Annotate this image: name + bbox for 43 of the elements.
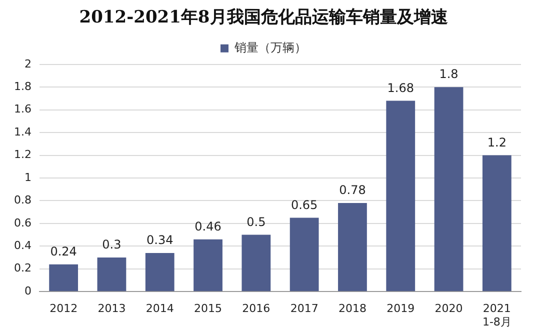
bar — [49, 264, 78, 292]
legend-label: 销量（万辆） — [234, 40, 306, 55]
x-tick-label: 2014 — [146, 302, 174, 316]
data-label: 1.68 — [387, 80, 414, 95]
y-tick-label: 0 — [24, 284, 32, 298]
bar — [338, 202, 367, 292]
y-tick-label: 0.8 — [14, 194, 32, 207]
x-tick-label: 2018 — [338, 302, 366, 316]
data-label: 1.8 — [439, 67, 458, 82]
x-tick-label: 2015 — [194, 302, 222, 316]
data-label: 0.34 — [146, 233, 174, 248]
bar — [434, 87, 464, 292]
chart-title: 2012-2021年8月我国危化品运输车销量及增速 — [79, 8, 448, 28]
y-tick-label: 2 — [24, 57, 32, 70]
y-tick-label: 1.2 — [14, 148, 32, 162]
x-tick-label: 2020 — [434, 302, 463, 316]
data-label: 0.46 — [194, 219, 222, 234]
y-tick-label: 0.6 — [14, 216, 32, 230]
y-tick-label: 1.6 — [14, 102, 32, 116]
y-tick-label: 1 — [24, 170, 32, 184]
data-label: 0.24 — [50, 244, 77, 258]
data-label: 0.3 — [102, 238, 122, 252]
y-tick-label: 1.8 — [14, 80, 32, 93]
x-tick-label: 2016 — [242, 302, 270, 316]
data-label: 0.5 — [246, 214, 266, 229]
bar — [97, 258, 126, 292]
x-tick-label: 2019 — [386, 302, 415, 316]
data-label: 1.2 — [487, 135, 506, 150]
bar — [194, 239, 222, 292]
bar — [290, 218, 319, 292]
bar — [145, 252, 174, 292]
x-tick-label: 2013 — [98, 302, 126, 316]
bar — [482, 155, 512, 292]
y-tick-label: 0.4 — [14, 239, 32, 252]
bar — [242, 234, 271, 292]
data-label: 0.78 — [339, 183, 366, 198]
bar — [386, 100, 416, 292]
x-tick-label: 2012 — [50, 302, 78, 316]
data-label: 0.65 — [290, 198, 318, 212]
x-tick-label: 2017 — [290, 302, 318, 316]
x-tick-label: 2021 1-8月 — [482, 302, 512, 328]
y-tick-label: 1.4 — [14, 125, 32, 138]
y-tick-label: 0.2 — [14, 262, 32, 275]
